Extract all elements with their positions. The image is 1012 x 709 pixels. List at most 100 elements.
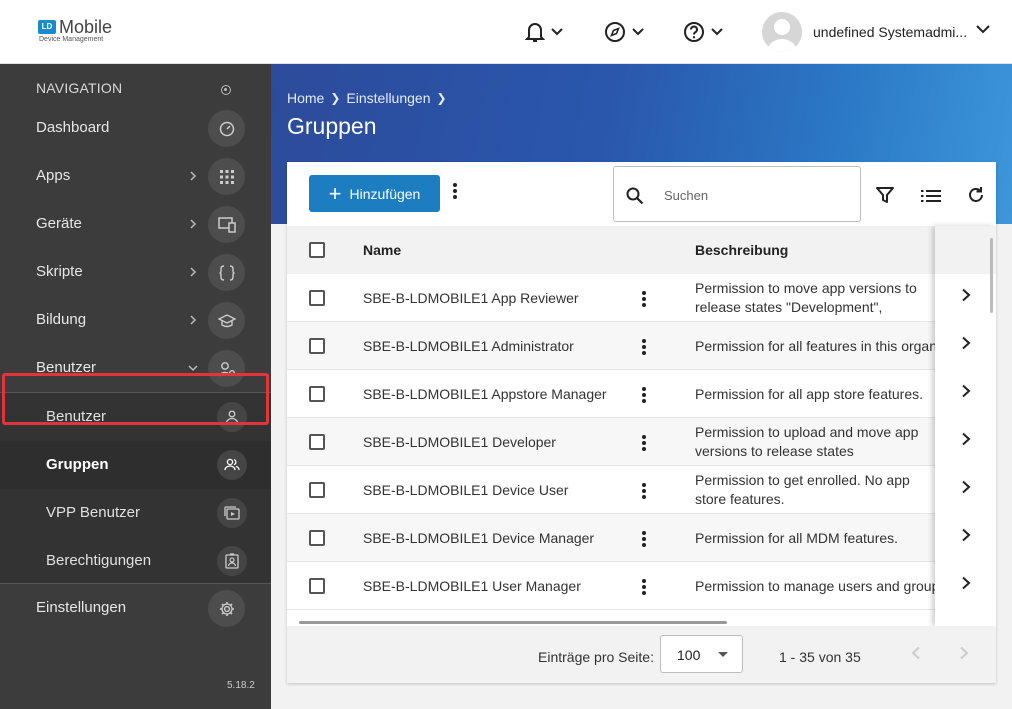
row-checkbox[interactable] <box>309 578 325 594</box>
chevron-down-icon <box>711 28 723 36</box>
refresh-icon[interactable] <box>967 186 985 204</box>
sidebar-item-label: Bildung <box>36 311 87 328</box>
table-row[interactable]: SBE-B-LDMOBILE1 Device User Permission t… <box>287 466 996 514</box>
group-description: Permission to move app versions to relea… <box>695 280 917 315</box>
actions-column-header <box>935 226 996 274</box>
chevron-right-icon[interactable] <box>961 576 971 590</box>
sidebar-item-label: Apps <box>36 167 71 184</box>
vertical-scrollbar[interactable] <box>990 238 993 313</box>
sidebar-item-label: Einstellungen <box>36 599 127 616</box>
chevron-right-icon <box>190 171 197 181</box>
badge-icon <box>217 546 247 576</box>
chevron-right-icon[interactable] <box>961 528 971 542</box>
chevron-right-icon: ❯ <box>330 91 341 105</box>
group-name: SBE-B-LDMOBILE1 Device Manager <box>363 530 595 546</box>
more-vertical-icon[interactable] <box>452 182 458 200</box>
chevron-right-icon[interactable] <box>961 288 971 302</box>
sidebar-item-label: VPP Benutzer <box>46 504 140 521</box>
sidebar-item-apps[interactable]: Apps <box>0 152 271 200</box>
list-view-icon[interactable] <box>921 189 941 203</box>
sidebar-item-devices[interactable]: Geräte <box>0 200 271 248</box>
devices-icon <box>208 206 245 243</box>
plus-icon: + <box>328 180 342 206</box>
more-vertical-icon[interactable] <box>641 290 647 308</box>
notifications-menu[interactable] <box>525 20 563 44</box>
chevron-right-icon <box>190 219 197 229</box>
search-box <box>613 166 861 222</box>
more-vertical-icon[interactable] <box>641 530 647 548</box>
row-checkbox[interactable] <box>309 482 325 498</box>
sidebar-subitem-permissions[interactable]: Berechtigungen <box>0 537 271 585</box>
column-header-description[interactable]: Beschreibung <box>695 242 789 258</box>
avatar[interactable] <box>762 12 802 52</box>
breadcrumb-settings[interactable]: Einstellungen <box>346 90 431 106</box>
user-name[interactable]: undefined Systemadmi... <box>813 24 967 40</box>
more-vertical-icon[interactable] <box>641 434 647 452</box>
table-row[interactable]: SBE-B-LDMOBILE1 Device Manager Permissio… <box>287 514 996 562</box>
chevron-down-icon <box>551 28 563 36</box>
sidebar: NAVIGATION Dashboard Apps Geräte Skripte… <box>0 64 271 709</box>
row-checkbox[interactable] <box>309 530 325 546</box>
users-icon <box>217 450 247 480</box>
sidebar-item-education[interactable]: Bildung <box>0 296 271 344</box>
group-description: Permission to manage users and groups <box>695 578 935 594</box>
row-checkbox[interactable] <box>309 434 325 450</box>
group-description: Permission to get enrolled. No app store… <box>695 472 910 507</box>
chevron-right-icon[interactable] <box>959 646 969 660</box>
caret-down-icon <box>718 652 728 657</box>
help-menu[interactable] <box>683 20 723 44</box>
more-vertical-icon[interactable] <box>641 386 647 404</box>
group-name: SBE-B-LDMOBILE1 Appstore Manager <box>363 386 607 402</box>
sidebar-item-label: Benutzer <box>46 408 107 425</box>
pin-icon[interactable] <box>221 85 231 95</box>
row-checkbox[interactable] <box>309 386 325 402</box>
chevron-down-icon[interactable] <box>976 24 990 34</box>
chevron-right-icon[interactable] <box>961 432 971 446</box>
row-checkbox[interactable] <box>309 338 325 354</box>
sidebar-item-settings[interactable]: Einstellungen <box>0 584 271 632</box>
sidebar-item-label: Geräte <box>36 215 82 232</box>
per-page-select[interactable]: 100 <box>660 635 743 673</box>
sidebar-item-dashboard[interactable]: Dashboard <box>0 104 271 152</box>
row-checkbox[interactable] <box>309 290 325 306</box>
explore-menu[interactable] <box>604 20 644 44</box>
chevron-down-icon <box>632 28 644 36</box>
more-vertical-icon[interactable] <box>641 482 647 500</box>
sidebar-subitem-users[interactable]: Benutzer <box>0 393 271 441</box>
chevron-right-icon[interactable] <box>961 336 971 350</box>
chevron-left-icon[interactable] <box>911 646 921 660</box>
gear-icon <box>208 590 245 627</box>
filter-icon[interactable] <box>876 186 894 204</box>
per-page-value: 100 <box>677 647 701 663</box>
chevron-right-icon[interactable] <box>961 480 971 494</box>
chevron-right-icon <box>190 267 197 277</box>
chevron-down-icon <box>188 365 198 372</box>
table-row[interactable]: SBE-B-LDMOBILE1 Administrator Permission… <box>287 322 996 370</box>
sidebar-item-users[interactable]: Benutzer <box>0 344 271 392</box>
search-input[interactable] <box>664 185 844 205</box>
table-row[interactable]: SBE-B-LDMOBILE1 User Manager Permission … <box>287 562 996 610</box>
table-row[interactable]: SBE-B-LDMOBILE1 Developer Permission to … <box>287 418 996 466</box>
add-button[interactable]: + Hinzufügen <box>309 175 440 212</box>
user-icon <box>217 402 247 432</box>
more-vertical-icon[interactable] <box>641 578 647 596</box>
sidebar-subitem-vpp-users[interactable]: VPP Benutzer <box>0 489 271 537</box>
table-row[interactable]: SBE-B-LDMOBILE1 Appstore Manager Permiss… <box>287 370 996 418</box>
column-header-name[interactable]: Name <box>363 242 402 258</box>
chevron-right-icon[interactable] <box>961 384 971 398</box>
nav-heading: NAVIGATION <box>36 80 123 96</box>
compass-icon <box>605 22 625 42</box>
more-vertical-icon[interactable] <box>641 338 647 356</box>
group-name: SBE-B-LDMOBILE1 App Reviewer <box>363 290 579 306</box>
sidebar-item-scripts[interactable]: Skripte <box>0 248 271 296</box>
sidebar-subitem-groups[interactable]: Gruppen <box>0 441 271 489</box>
horizontal-scrollbar[interactable] <box>299 621 727 624</box>
page-range: 1 - 35 von 35 <box>779 649 861 665</box>
select-all-checkbox[interactable] <box>309 242 325 258</box>
table-row[interactable]: SBE-B-LDMOBILE1 App Reviewer Permission … <box>287 274 996 322</box>
group-description: Permission to upload and move app versio… <box>695 424 919 459</box>
table-header: Name Beschreibung <box>287 226 996 274</box>
group-description: Permission for all MDM features. <box>695 530 899 546</box>
add-button-label: Hinzufügen <box>349 185 421 202</box>
breadcrumb-home[interactable]: Home <box>287 90 325 106</box>
